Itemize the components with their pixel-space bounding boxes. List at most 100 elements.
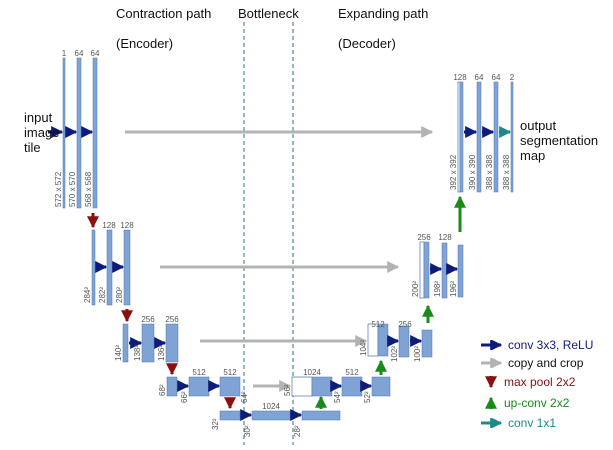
channel-label: 128 xyxy=(438,233,452,242)
size-label: 64² xyxy=(240,391,249,403)
feature-block xyxy=(188,376,210,397)
size-label: 392 x 392 xyxy=(449,154,458,190)
channel-label: 128 xyxy=(102,221,116,230)
size-label: 138² xyxy=(133,345,142,361)
size-label: 196² xyxy=(449,281,458,297)
feature-block xyxy=(421,329,433,358)
feature-block xyxy=(341,376,363,397)
legend-conv: conv 3x3, ReLU xyxy=(480,338,593,352)
size-label: 54² xyxy=(333,391,342,403)
size-label: 52² xyxy=(363,391,372,403)
channel-label: 64 xyxy=(475,73,484,82)
channel-label: 1 xyxy=(62,49,67,58)
legend-pool-label: max pool 2x2 xyxy=(504,375,576,389)
size-label: 100² xyxy=(413,346,422,362)
legend-conv1x1: conv 1x1 xyxy=(480,416,556,430)
feature-block xyxy=(219,410,241,421)
size-label: 56² xyxy=(283,384,292,396)
size-label: 66² xyxy=(180,391,189,403)
feature-block xyxy=(123,229,131,306)
size-label: 30² xyxy=(243,425,252,437)
channel-label: 2 xyxy=(510,73,515,82)
output-label-line: map xyxy=(520,148,546,163)
feature-block xyxy=(165,323,179,363)
feature-block xyxy=(423,241,430,299)
feature-block xyxy=(91,229,96,306)
size-label: 280² xyxy=(115,287,124,303)
size-label: 32² xyxy=(211,418,220,430)
feature-block xyxy=(141,323,155,363)
channel-label: 1024 xyxy=(262,402,280,411)
feature-block xyxy=(457,244,464,298)
feature-block xyxy=(371,376,391,397)
legend-pool: max pool 2x2 xyxy=(484,375,575,389)
output-label: output segmentation map xyxy=(520,118,598,163)
feature-block xyxy=(493,81,499,193)
size-label: 388 x 388 xyxy=(485,154,494,190)
output-label-line: segmentation xyxy=(520,133,599,148)
conv1x1-legend-icon xyxy=(481,418,503,428)
feature-block xyxy=(311,376,333,397)
contraction-path-title: Contraction path xyxy=(116,6,212,21)
size-label: 198² xyxy=(433,281,442,297)
feature-block xyxy=(166,376,178,397)
size-label: 68² xyxy=(158,384,167,396)
size-label: 568 x 568 xyxy=(84,171,93,207)
feature-block xyxy=(476,81,482,193)
size-label: 390 x 390 xyxy=(468,154,477,190)
legend-conv-label: conv 3x3, ReLU xyxy=(508,338,594,352)
feature-block xyxy=(76,57,82,209)
feature-block xyxy=(459,81,464,193)
encoder-subtitle: (Encoder) xyxy=(116,36,174,51)
input-label-line: input xyxy=(24,110,53,125)
expanding-path-title: Expanding path xyxy=(338,6,429,21)
channel-label: 512 xyxy=(371,320,385,329)
legend-upconv-label: up-conv 2x2 xyxy=(504,396,570,410)
feature-block xyxy=(398,325,410,358)
size-label: 104² xyxy=(359,340,368,356)
legend-copy: copy and crop xyxy=(480,356,583,370)
input-label-line: image xyxy=(24,125,60,140)
channel-label: 256 xyxy=(417,233,431,242)
channel-label: 256 xyxy=(398,320,412,329)
feature-block xyxy=(301,410,341,421)
channel-label: 64 xyxy=(75,49,84,58)
feature-block xyxy=(106,229,113,306)
channel-label: 256 xyxy=(165,315,179,324)
size-label: 140² xyxy=(114,345,123,361)
copied-block xyxy=(457,81,461,193)
size-label: 572 x 572 xyxy=(54,171,63,207)
pool-legend-icon xyxy=(485,376,497,389)
bottleneck-title: Bottleneck xyxy=(238,6,299,21)
feature-block xyxy=(122,323,129,363)
channel-label: 64 xyxy=(492,73,501,82)
channel-label: 512 xyxy=(223,368,237,377)
copied-block xyxy=(291,376,313,397)
channel-label: 512 xyxy=(192,368,206,377)
input-label: input image tile xyxy=(24,110,59,155)
legend-upconv: up-conv 2x2 xyxy=(484,396,569,410)
legend-copy-label: copy and crop xyxy=(508,356,584,370)
feature-block xyxy=(441,242,448,299)
channel-label: 256 xyxy=(141,315,155,324)
size-label: 282² xyxy=(98,287,107,303)
channel-label: 64 xyxy=(91,49,100,58)
size-label: 200² xyxy=(411,281,420,297)
size-label: 388 x 388 xyxy=(502,154,511,190)
feature-block xyxy=(219,376,241,397)
feature-block xyxy=(251,410,291,421)
channel-label: 1024 xyxy=(303,368,321,377)
copy-legend-icon xyxy=(481,358,503,368)
upconv-legend-icon xyxy=(485,396,497,409)
size-label: 284² xyxy=(83,287,92,303)
size-label: 28² xyxy=(293,425,302,437)
conv-legend-icon xyxy=(481,340,503,350)
channel-label: 512 xyxy=(345,368,359,377)
feature-block xyxy=(510,81,514,193)
channel-label: 128 xyxy=(120,221,134,230)
size-label: 136² xyxy=(157,345,166,361)
size-label: 102² xyxy=(390,346,399,362)
output-label-line: output xyxy=(520,118,557,133)
legend-conv1x1-label: conv 1x1 xyxy=(508,416,557,430)
